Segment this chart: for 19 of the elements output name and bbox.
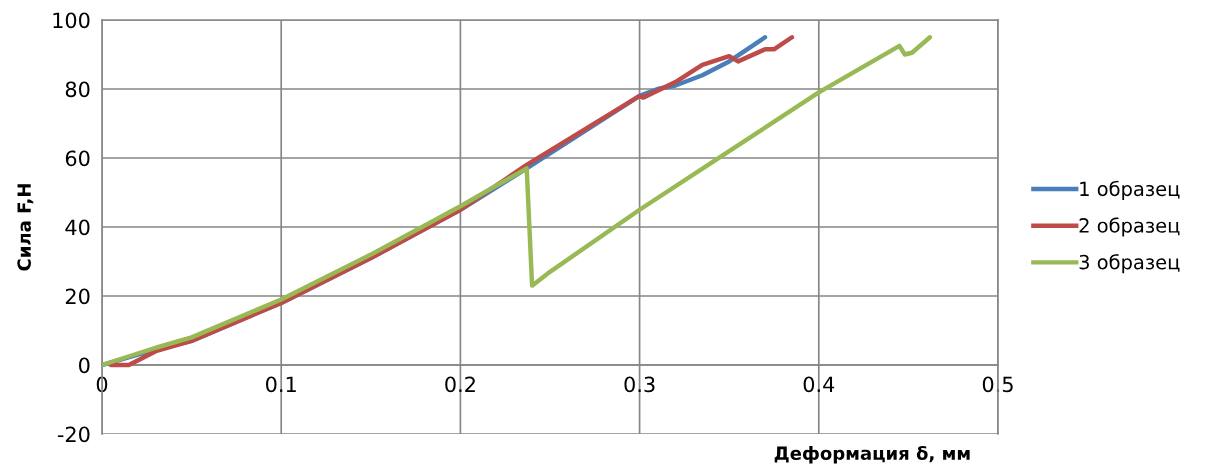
x-tick-label: 0.2 — [445, 376, 475, 393]
legend-label: 1 образец — [1080, 180, 1180, 200]
y-tick-label: 60 — [65, 150, 90, 167]
y-tick-label: 80 — [65, 81, 90, 98]
x-axis-title: Деформация δ, мм — [774, 445, 970, 464]
y-tick-label: 20 — [65, 288, 90, 305]
y-axis-title: Сила F,Н — [17, 184, 34, 271]
line-series — [102, 35, 933, 368]
y-tick-label: -20 — [57, 426, 90, 443]
x-tick-label: 0.1 — [266, 376, 296, 393]
y-tick-label: 100 — [53, 12, 90, 29]
legend-label: 2 образец — [1079, 217, 1180, 237]
y-tick-label: 0 — [79, 357, 90, 374]
x-tick-label: 0 — [96, 376, 108, 393]
y-tick-label: 40 — [65, 219, 90, 236]
x-tick-label: 0.3 — [624, 376, 655, 393]
legend-label: 3 образец — [1079, 254, 1180, 274]
x-tick-label: 0.4 — [803, 376, 835, 393]
x-tick-label: 0.5 — [982, 376, 1013, 393]
